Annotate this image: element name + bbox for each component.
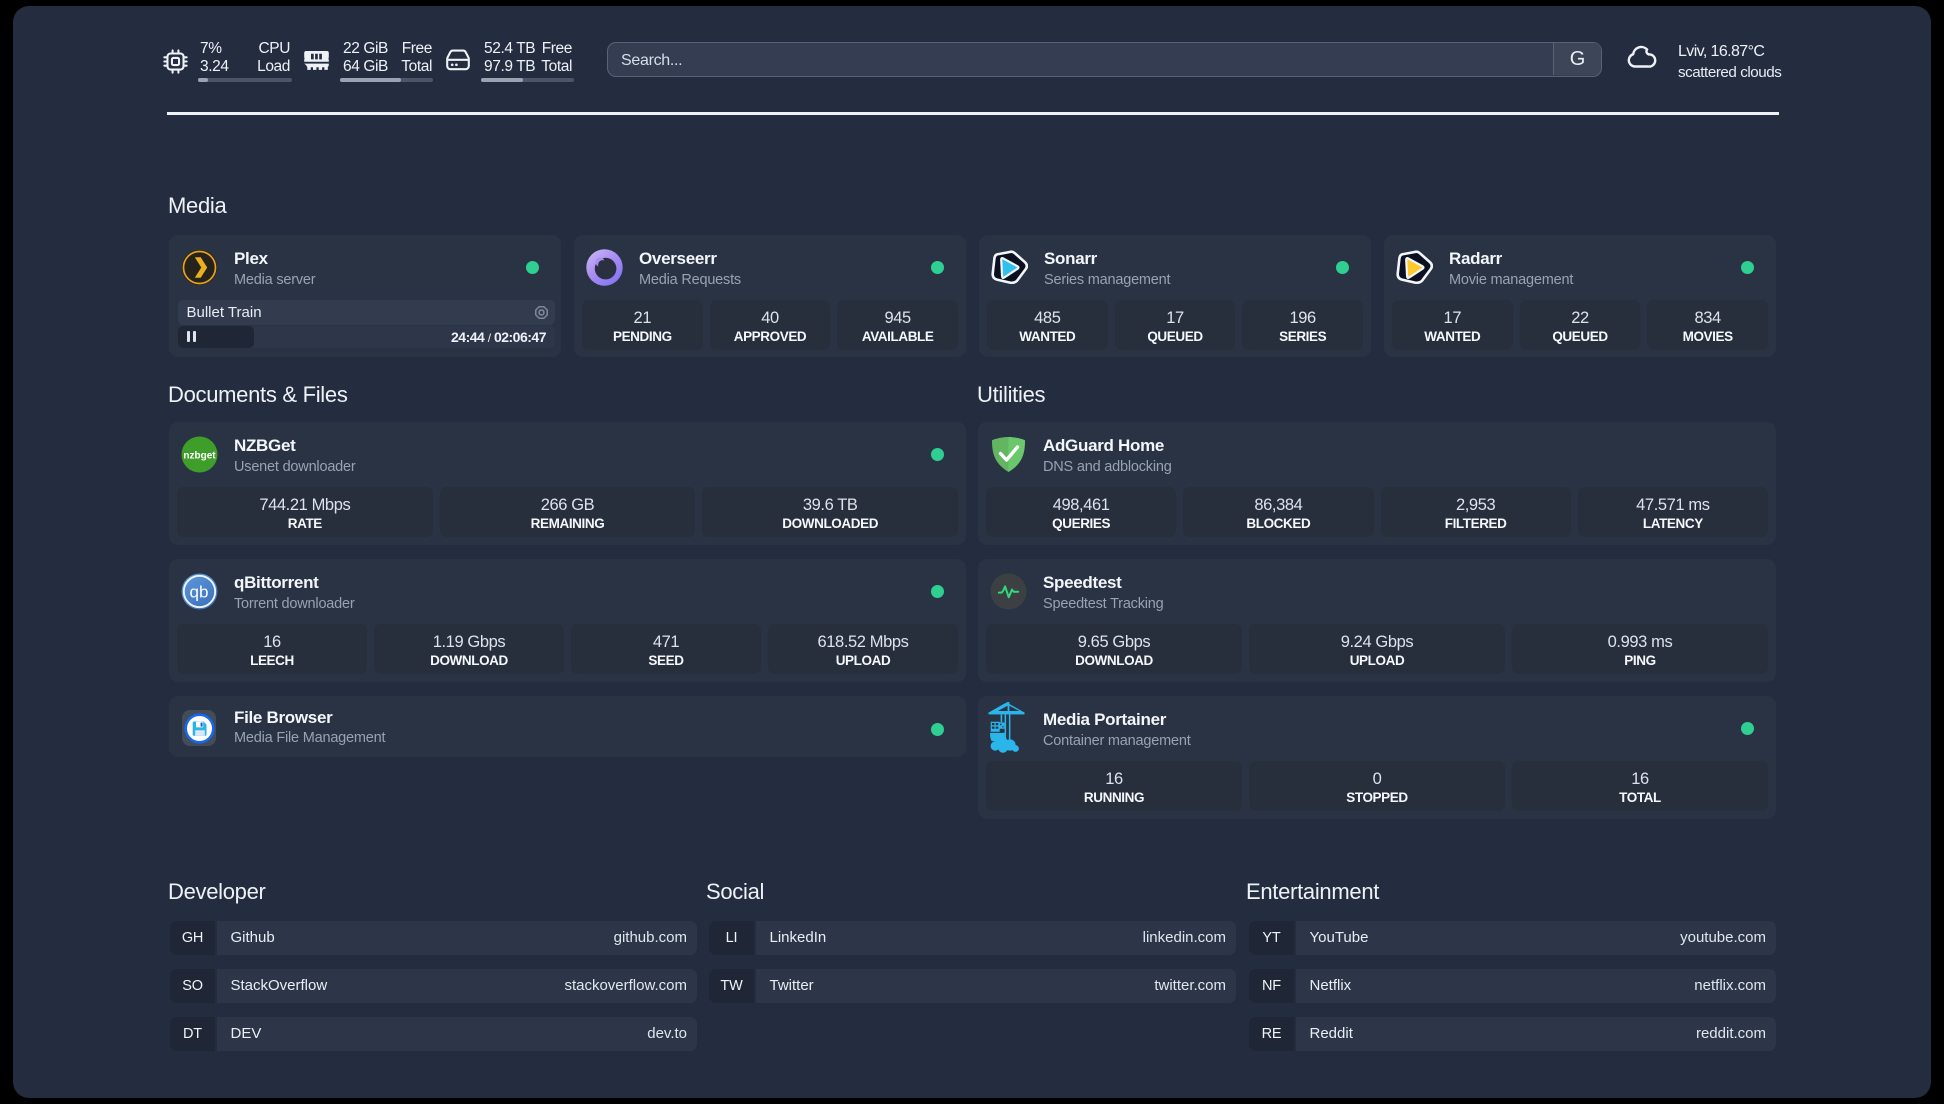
svg-text:qb: qb xyxy=(190,583,209,602)
svg-text:nzbget: nzbget xyxy=(183,451,216,462)
